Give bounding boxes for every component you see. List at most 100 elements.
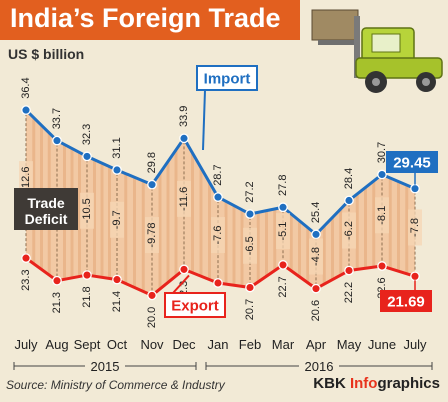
import-callout-pointer	[202, 89, 206, 151]
deficit-value-label: -12.6	[20, 167, 32, 192]
export-value-label: 22.2	[343, 282, 355, 303]
import-last-value-bg	[386, 151, 438, 173]
export-point	[410, 271, 420, 282]
export-value-label: 23.3	[20, 269, 32, 290]
chart-title: India’s Foreign Trade	[10, 3, 281, 33]
export-value-label: 20.6	[310, 300, 322, 321]
deficit-value-label: -7.6	[212, 226, 224, 245]
export-point	[344, 265, 354, 276]
window	[371, 33, 401, 53]
mast	[354, 16, 360, 78]
source-note: Source: Ministry of Commerce & Industry	[6, 378, 225, 392]
import-value-label: 30.7	[376, 142, 388, 163]
x-tick-label: Aug	[45, 337, 68, 352]
import-point	[311, 229, 321, 240]
trade-deficit-label: Trade	[27, 195, 65, 211]
export-callout-box	[164, 292, 226, 318]
import-point	[179, 133, 189, 144]
export-value-label: 21.3	[51, 292, 63, 313]
export-value-label: 20.0	[146, 307, 158, 328]
export-point	[213, 278, 223, 288]
import-value-label: 27.8	[277, 175, 289, 196]
deficit-label-bg	[110, 201, 124, 238]
deficit-label-bg	[80, 192, 94, 229]
trade-deficit-label-bg	[14, 188, 78, 230]
deficit-label-bg	[276, 213, 290, 250]
export-last-value-text: 21.69	[387, 294, 425, 311]
import-point	[82, 151, 92, 162]
export-value-label: 21.8	[81, 286, 93, 307]
import-callout-box	[196, 65, 258, 91]
rear-hub	[422, 78, 430, 86]
import-value-label: 27.2	[244, 181, 256, 202]
trade-deficit-label: Deficit	[25, 211, 68, 227]
deficit-label-bg	[211, 217, 225, 254]
import-point	[147, 179, 157, 190]
deficit-value-label: -11.6	[178, 187, 190, 211]
export-point	[147, 290, 157, 301]
deficit-value-label: -9.78	[146, 222, 158, 247]
import-value-label: 33.7	[51, 108, 63, 129]
deficit-value-label: -6.5	[244, 236, 256, 255]
deficit-value-label: -7.8	[409, 218, 421, 237]
export-point	[245, 282, 255, 293]
x-tick-label: July	[403, 337, 427, 352]
import-point	[21, 105, 31, 115]
x-tick-label: Oct	[107, 337, 128, 352]
deficit-label-bg	[342, 212, 356, 249]
export-last-value: 21.69	[380, 290, 432, 312]
import-last-value-text: 29.45	[393, 155, 431, 172]
import-value-label: 28.4	[343, 168, 355, 189]
export-point	[82, 270, 92, 280]
forklift-illustration	[311, 9, 443, 93]
year-2015-label: 2015	[91, 359, 120, 374]
deficit-value-label: -8.1	[376, 206, 388, 225]
import-value-label: 31.1	[111, 137, 123, 158]
deficit-label-bg	[408, 209, 422, 246]
import-value-label: 25.4	[310, 202, 322, 223]
deficit-value-label: -6.2	[343, 221, 355, 240]
deficit-label-bg	[309, 238, 323, 275]
deficit-value-label: -4.8	[310, 247, 322, 266]
import-point	[377, 169, 387, 180]
export-point	[377, 261, 387, 271]
import-value-label: 33.9	[178, 106, 190, 127]
export-point	[21, 253, 31, 263]
front-hub	[372, 78, 380, 86]
x-tick-label: Dec	[172, 337, 196, 352]
import-value-label: 36.4	[20, 77, 32, 98]
cargo-box	[311, 9, 359, 41]
x-tick-label: Feb	[239, 337, 261, 352]
export-point	[52, 275, 62, 286]
import-value-label: 32.3	[81, 124, 93, 145]
import-point	[245, 209, 255, 219]
title-bar: India’s Foreign Trade	[0, 0, 300, 40]
export-callout-pointer	[172, 274, 190, 294]
year-2016-label-bg	[299, 358, 339, 374]
import-value-label: 28.7	[212, 164, 224, 185]
deficit-label-bg	[243, 227, 257, 264]
export-last-value-bg	[380, 290, 432, 312]
year-2016-label: 2016	[305, 359, 334, 374]
deficit-value-label: -10.5	[81, 198, 93, 223]
unit-label: US $ billion	[8, 46, 85, 62]
import-callout-label: Import	[204, 71, 251, 88]
import-point	[410, 183, 420, 194]
import-point	[52, 135, 62, 146]
export-value-label: 20.7	[244, 299, 256, 320]
x-tick-label: July	[14, 337, 38, 352]
import-value-label: 29.8	[146, 152, 158, 173]
fork	[318, 40, 358, 45]
x-tick-label: June	[368, 337, 396, 352]
x-tick-label: Apr	[306, 337, 327, 352]
export-point	[278, 260, 288, 270]
import-point	[213, 192, 223, 202]
import-point	[278, 202, 288, 213]
export-value-label: 22.7	[277, 276, 289, 297]
export-callout-label: Export	[171, 298, 219, 315]
import-point	[344, 195, 354, 206]
export-point	[311, 283, 321, 294]
export-point	[112, 274, 122, 285]
